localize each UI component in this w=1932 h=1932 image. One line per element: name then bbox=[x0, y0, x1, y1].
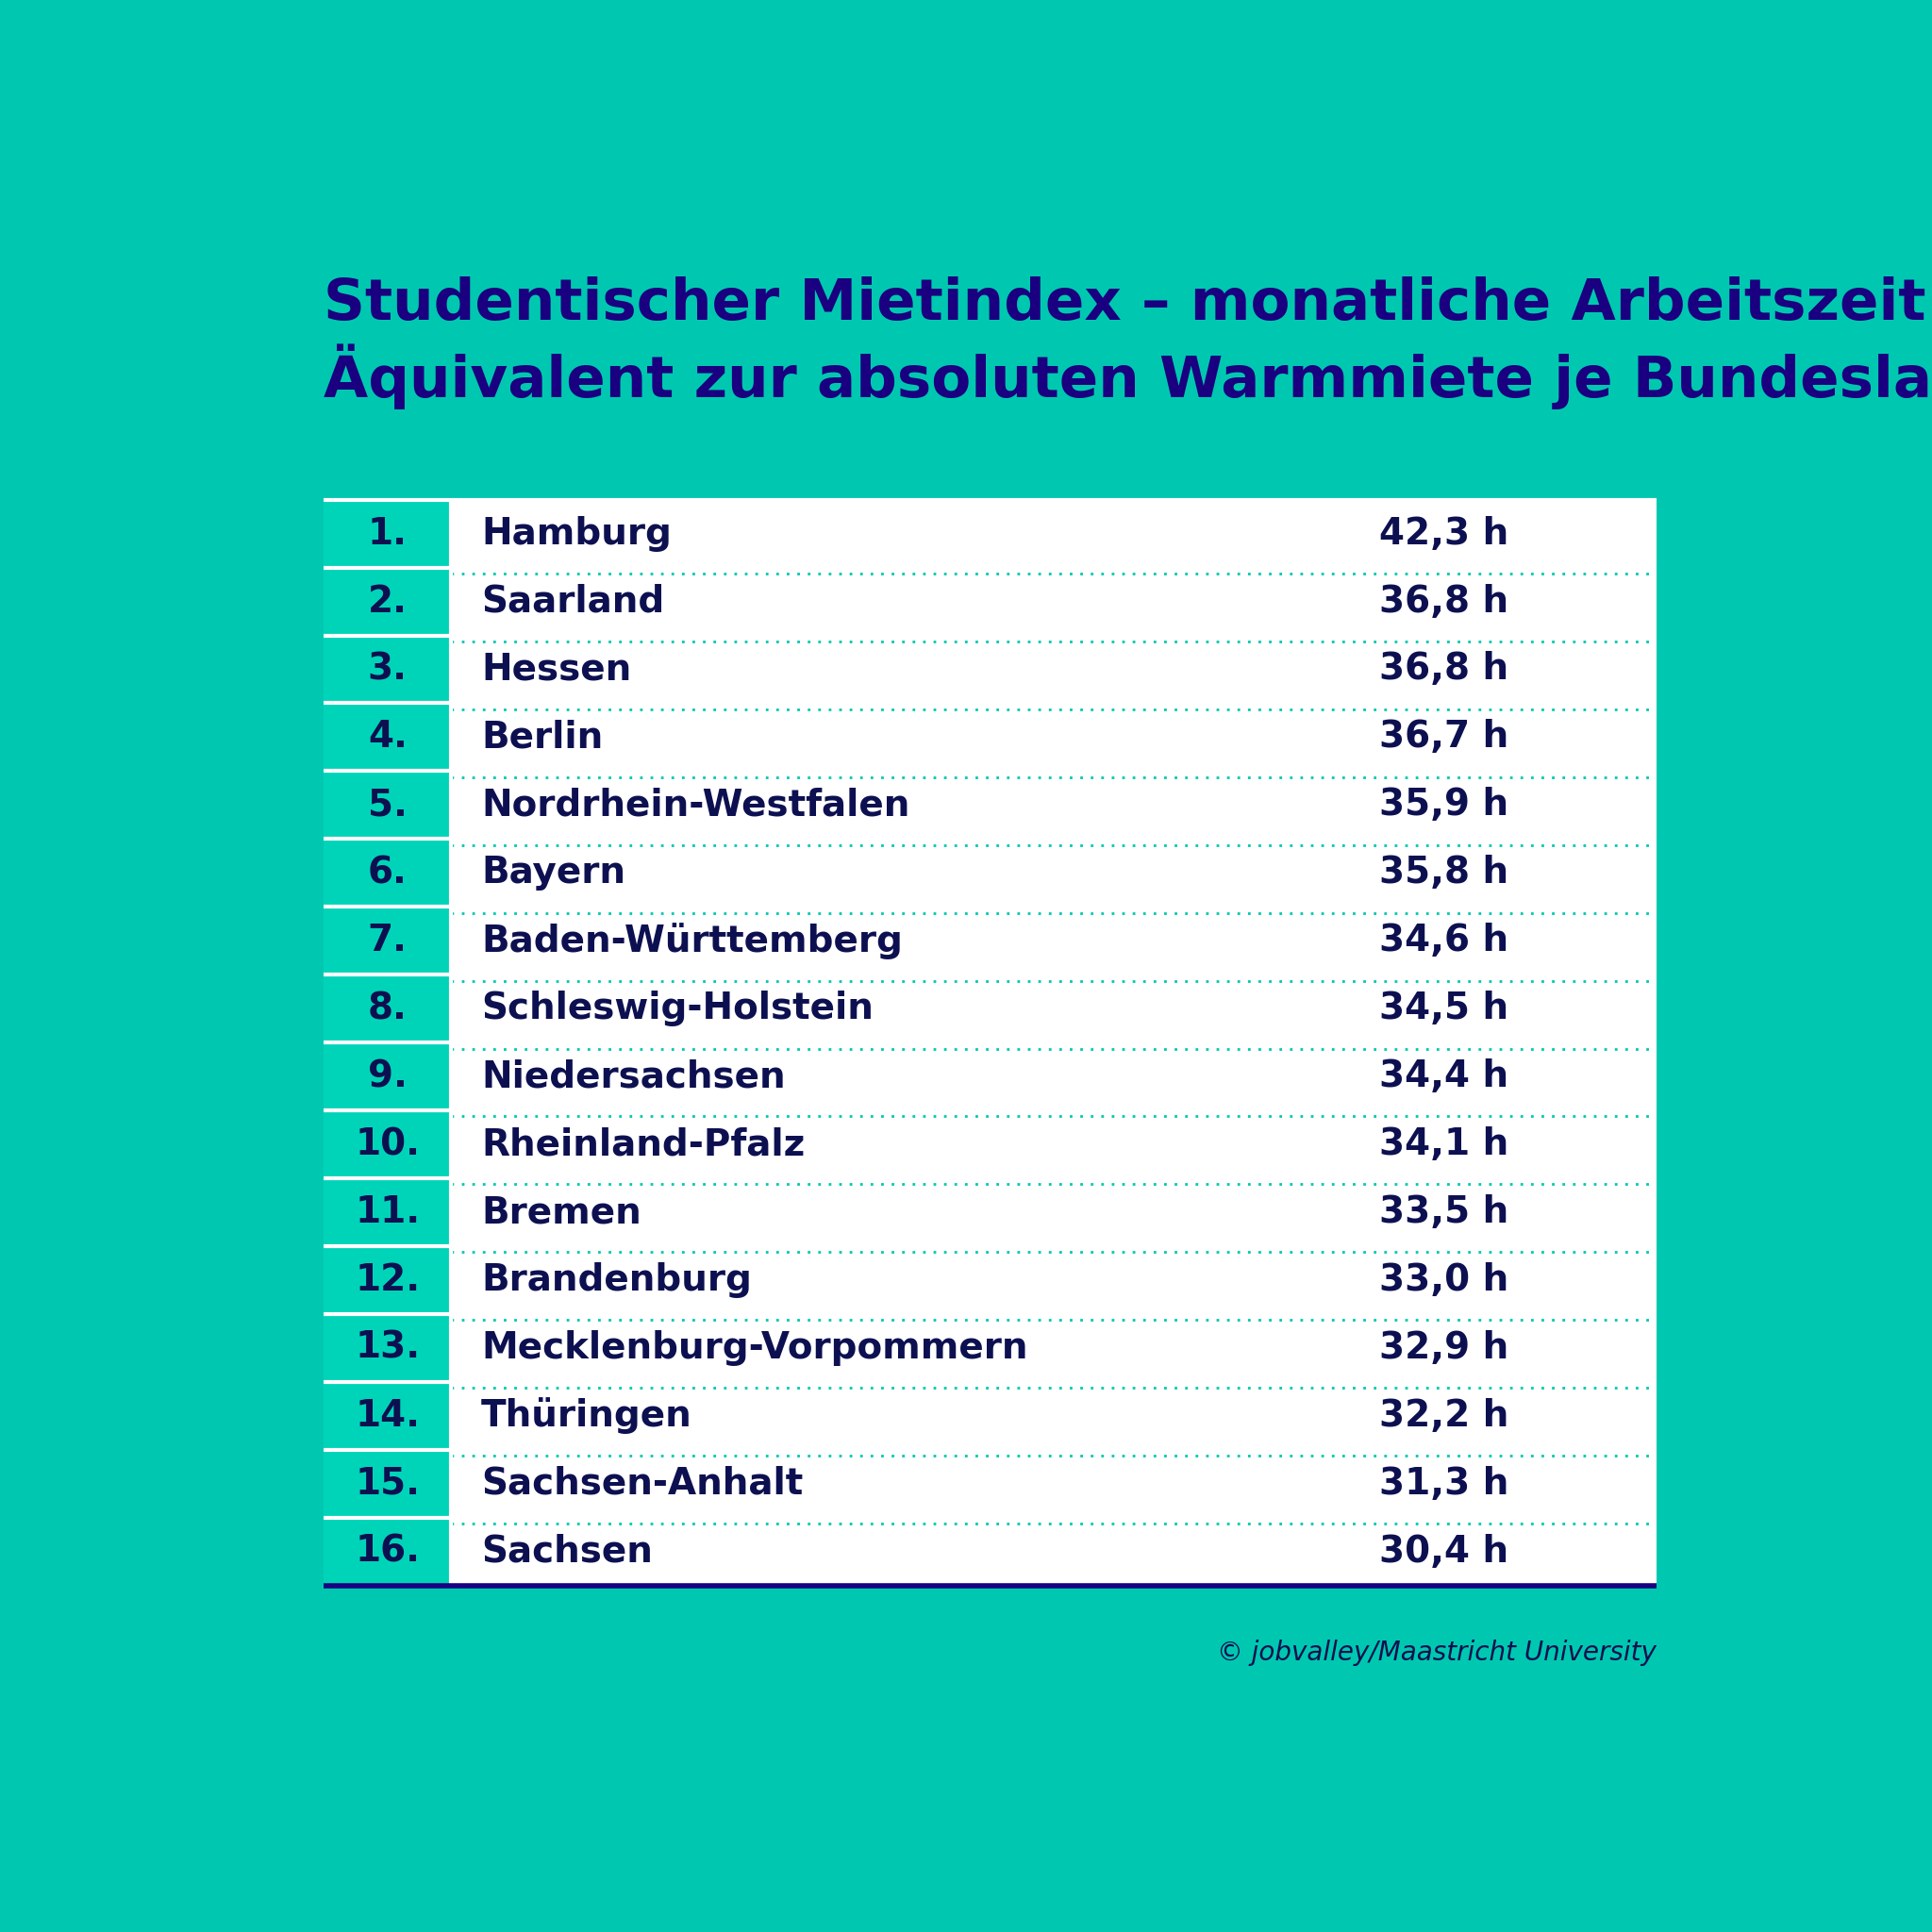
Bar bbox=[325, 771, 452, 838]
Text: 1.: 1. bbox=[367, 516, 408, 551]
Text: Äquivalent zur absoluten Warmmiete je Bundesland: Äquivalent zur absoluten Warmmiete je Bu… bbox=[325, 344, 1932, 410]
Text: Bayern: Bayern bbox=[481, 856, 626, 891]
Bar bbox=[325, 568, 452, 636]
Text: 16.: 16. bbox=[355, 1534, 419, 1569]
Text: 8.: 8. bbox=[367, 991, 408, 1026]
Bar bbox=[325, 1381, 452, 1449]
Text: 10.: 10. bbox=[355, 1126, 419, 1163]
Text: © jobvalley/Maastricht University: © jobvalley/Maastricht University bbox=[1217, 1640, 1656, 1665]
Bar bbox=[325, 906, 452, 976]
Text: 33,0 h: 33,0 h bbox=[1379, 1262, 1509, 1298]
Bar bbox=[325, 838, 452, 906]
Bar bbox=[325, 1519, 452, 1586]
Bar bbox=[325, 500, 452, 568]
Text: Thüringen: Thüringen bbox=[481, 1397, 692, 1434]
Text: Nordrhein-Westfalen: Nordrhein-Westfalen bbox=[481, 786, 910, 823]
Text: Sachsen: Sachsen bbox=[481, 1534, 653, 1569]
Text: 34,4 h: 34,4 h bbox=[1379, 1059, 1509, 1094]
Bar bbox=[325, 1111, 452, 1179]
Text: 30,4 h: 30,4 h bbox=[1379, 1534, 1509, 1569]
Text: Studentischer Mietindex – monatliche Arbeitszeit als: Studentischer Mietindex – monatliche Arb… bbox=[325, 276, 1932, 332]
Text: 7.: 7. bbox=[367, 923, 408, 958]
Text: 36,7 h: 36,7 h bbox=[1379, 719, 1509, 755]
Text: Sachsen-Anhalt: Sachsen-Anhalt bbox=[481, 1466, 804, 1501]
Text: 11.: 11. bbox=[355, 1194, 419, 1231]
Text: 42,3 h: 42,3 h bbox=[1379, 516, 1509, 551]
Text: 34,6 h: 34,6 h bbox=[1379, 923, 1509, 958]
Text: 5.: 5. bbox=[367, 786, 408, 823]
Text: Baden-Württemberg: Baden-Württemberg bbox=[481, 922, 902, 958]
Text: Berlin: Berlin bbox=[481, 719, 603, 755]
Text: 35,8 h: 35,8 h bbox=[1379, 856, 1509, 891]
Text: 32,2 h: 32,2 h bbox=[1379, 1399, 1509, 1434]
Text: Niedersachsen: Niedersachsen bbox=[481, 1059, 786, 1094]
Bar bbox=[325, 703, 452, 771]
Text: Saarland: Saarland bbox=[481, 583, 665, 620]
Bar bbox=[325, 1043, 452, 1111]
Bar bbox=[325, 1449, 452, 1519]
Text: 12.: 12. bbox=[355, 1262, 419, 1298]
Text: Hamburg: Hamburg bbox=[481, 516, 672, 551]
Text: 32,9 h: 32,9 h bbox=[1379, 1329, 1509, 1366]
Text: 13.: 13. bbox=[355, 1329, 419, 1366]
Text: Brandenburg: Brandenburg bbox=[481, 1262, 752, 1298]
Text: 34,5 h: 34,5 h bbox=[1379, 991, 1509, 1026]
Text: Bremen: Bremen bbox=[481, 1194, 641, 1231]
Text: Schleswig-Holstein: Schleswig-Holstein bbox=[481, 991, 873, 1026]
Text: Mecklenburg-Vorpommern: Mecklenburg-Vorpommern bbox=[481, 1329, 1028, 1366]
Text: 6.: 6. bbox=[367, 856, 408, 891]
Text: Rheinland-Pfalz: Rheinland-Pfalz bbox=[481, 1126, 806, 1163]
Text: 4.: 4. bbox=[367, 719, 408, 755]
Text: 15.: 15. bbox=[355, 1466, 419, 1501]
Bar bbox=[325, 1246, 452, 1314]
Text: 14.: 14. bbox=[355, 1399, 419, 1434]
Text: 36,8 h: 36,8 h bbox=[1379, 651, 1509, 688]
Text: 36,8 h: 36,8 h bbox=[1379, 583, 1509, 620]
Text: 33,5 h: 33,5 h bbox=[1379, 1194, 1509, 1231]
Bar bbox=[325, 1179, 452, 1246]
Bar bbox=[325, 1314, 452, 1381]
Text: 35,9 h: 35,9 h bbox=[1379, 786, 1509, 823]
Bar bbox=[325, 636, 452, 703]
Text: 34,1 h: 34,1 h bbox=[1379, 1126, 1509, 1163]
Bar bbox=[325, 976, 452, 1043]
Text: 2.: 2. bbox=[367, 583, 408, 620]
Text: 3.: 3. bbox=[367, 651, 408, 688]
Text: 9.: 9. bbox=[367, 1059, 408, 1094]
Text: Hessen: Hessen bbox=[481, 651, 632, 688]
Text: 31,3 h: 31,3 h bbox=[1379, 1466, 1509, 1501]
Bar bbox=[325, 500, 1656, 1586]
